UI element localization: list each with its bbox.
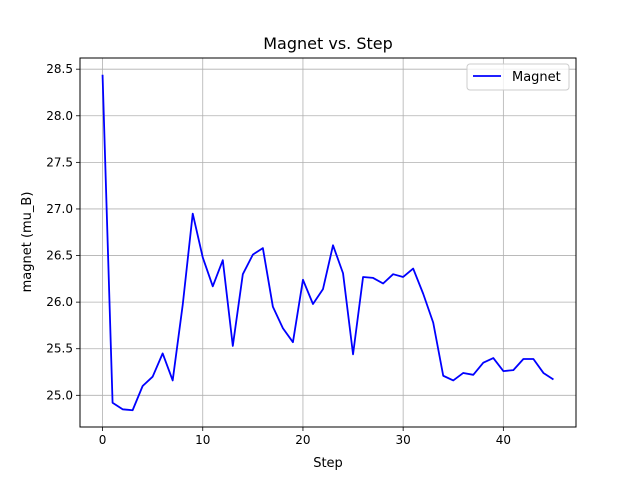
x-tick-label: 30 <box>396 433 411 447</box>
chart-title: Magnet vs. Step <box>263 34 393 53</box>
y-tick-label: 26.0 <box>46 295 73 309</box>
series-line-magnet <box>101 74 554 412</box>
y-tick-label: 25.5 <box>46 342 73 356</box>
ticks: 0 10 20 30 40 25.0 25.5 26.0 26.5 27.0 27.5 28.0 28.… <box>46 62 511 447</box>
y-axis-label: magnet (mu_B) <box>20 192 35 293</box>
legend-label-magnet: Magnet <box>512 70 561 85</box>
y-tick-label: 25.0 <box>46 388 73 402</box>
y-tick-label: 28.5 <box>46 62 73 76</box>
x-tick-label: 10 <box>195 433 210 447</box>
legend: Magnet <box>466 63 570 91</box>
x-tick-label: 40 <box>496 433 511 447</box>
y-tick-label: 27.0 <box>46 202 73 216</box>
axes-frame <box>79 57 577 428</box>
x-axis-label: Step <box>313 456 343 471</box>
series-layer <box>101 74 554 412</box>
y-tick-label: 27.5 <box>46 155 73 169</box>
y-tick-label: 26.5 <box>46 249 73 263</box>
grid <box>80 58 576 427</box>
legend-box <box>466 63 570 91</box>
x-tick-label: 0 <box>99 433 107 447</box>
x-tick-label: 20 <box>295 433 310 447</box>
y-tick-label: 28.0 <box>46 109 73 123</box>
